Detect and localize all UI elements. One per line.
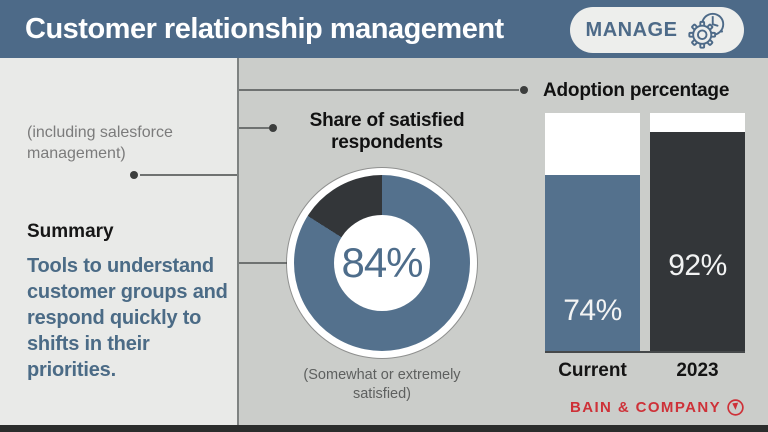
summary-paragraph: Tools to understand customer groups and … [27, 255, 228, 381]
donut-ring: 84% [294, 175, 470, 351]
donut-hole: 84% [334, 215, 430, 311]
manage-badge-label: MANAGE [585, 18, 678, 41]
leader-line-adoption [239, 89, 519, 91]
leader-dot-donut-title [269, 124, 277, 132]
gear-clock-icon [686, 9, 728, 51]
bar-fill [650, 132, 745, 353]
sidebar-panel: (including salesforce management) Summar… [0, 58, 237, 425]
bain-mark-icon [727, 399, 744, 416]
bar-track-2023: 92% [650, 113, 745, 353]
leader-line-summary [140, 174, 237, 176]
leader-dot-adoption [520, 86, 528, 94]
bar-value-label: 74% [563, 294, 622, 327]
header-bar: Customer relationship management MANAGE [0, 0, 768, 58]
donut-caption: (Somewhat or extremely satisfied) [303, 367, 461, 402]
bar-category-label-current: Current [558, 360, 627, 381]
summary-heading: Summary [27, 221, 114, 242]
manage-badge: MANAGE [570, 7, 744, 53]
bar-category-label-2023: 2023 [676, 360, 719, 381]
donut-center-value: 84% [341, 239, 423, 286]
bar-track-current: 74% [545, 113, 640, 353]
page-title: Customer relationship management [25, 13, 504, 45]
barchart-title: Adoption percentage [543, 80, 730, 101]
brand-text: BAIN & COMPANY [570, 399, 721, 416]
donut-chart-title: Share of satisfied respondents [309, 110, 465, 153]
divider-line [237, 58, 239, 425]
leader-dot-summary [130, 171, 138, 179]
donut-chart: 84% [287, 168, 477, 358]
leader-line-donut-title [239, 127, 269, 129]
brand-logo: BAIN & COMPANY [570, 399, 744, 416]
bar-fill [545, 175, 640, 353]
sidebar-note: (including salesforce management) [27, 124, 173, 162]
bar-value-label: 92% [668, 249, 727, 282]
bar-baseline [545, 351, 745, 353]
leader-line-donut [239, 262, 289, 264]
bottom-strip [0, 425, 768, 432]
